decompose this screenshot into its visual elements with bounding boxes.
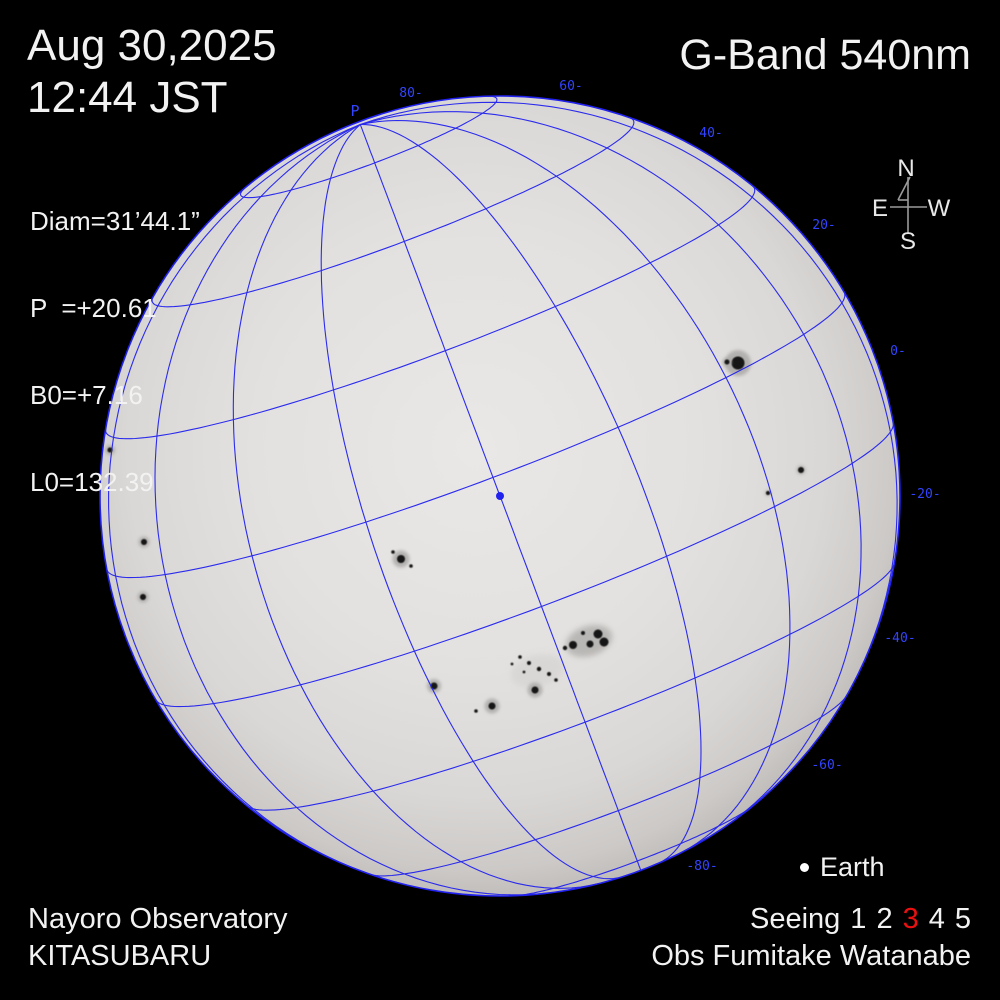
observatory-credit: Nayoro Observatory KITASUBARU bbox=[28, 901, 288, 975]
seeing-value-2: 2 bbox=[876, 903, 893, 935]
sunspot-umbra bbox=[569, 641, 577, 649]
meridian-line bbox=[154, 124, 548, 896]
sunspot-penumbra-patch bbox=[510, 654, 564, 688]
sunspot-umbra bbox=[536, 666, 542, 672]
sunspot-umbra bbox=[731, 356, 745, 370]
compass-east-label: E bbox=[872, 195, 888, 222]
meridian-line bbox=[108, 123, 399, 884]
earth-scale-label: Earth bbox=[820, 851, 885, 882]
sunspot-umbra bbox=[766, 491, 770, 495]
telescope-name: KITASUBARU bbox=[28, 940, 212, 972]
seeing-label: Seeing bbox=[749, 903, 841, 935]
sunspot-umbra bbox=[527, 661, 531, 665]
ephemeris-block: Diam=31’44.1” P =+20.61 B0=+7.16 L0=132.… bbox=[30, 149, 200, 555]
sunspot-layer bbox=[105, 350, 806, 714]
seeing-value-5: 5 bbox=[954, 903, 971, 935]
lat-tick-label-40: 40- bbox=[699, 126, 722, 141]
ephemeris-diameter: Diam=31’44.1” bbox=[30, 206, 200, 236]
sunspot-umbra bbox=[397, 555, 405, 563]
solar-limb-circle bbox=[99, 95, 901, 897]
lat-tick-label--60: -60- bbox=[811, 758, 842, 773]
observation-date: Aug 30,2025 bbox=[27, 21, 277, 70]
ephemeris-b0: B0=+7.16 bbox=[30, 380, 143, 410]
seeing-value-4: 4 bbox=[928, 903, 945, 935]
sunspot-umbra bbox=[599, 637, 609, 647]
meridian-line bbox=[360, 119, 791, 853]
compass-polar-axis bbox=[897, 176, 911, 201]
ephemeris-p-angle: P =+20.61 bbox=[30, 293, 157, 323]
earth-scale-dot bbox=[800, 862, 809, 872]
compass-rose: N E W S bbox=[872, 155, 951, 255]
sunspot-umbra bbox=[409, 564, 413, 568]
lat-tick-label--80: -80- bbox=[686, 859, 717, 874]
lat-tick-label-0: 0- bbox=[890, 344, 906, 359]
sunspot-umbra bbox=[593, 629, 603, 639]
compass-north-label: N bbox=[897, 155, 914, 182]
lat-tick-label--20: -20- bbox=[909, 487, 940, 502]
sunspot-umbra bbox=[547, 672, 551, 676]
observation-time: 12:44 JST bbox=[27, 73, 228, 122]
disk-center-marker bbox=[496, 492, 504, 500]
sunspot-umbra bbox=[510, 662, 514, 666]
latitude-tick-labels: 80- 60- 40- 20- 0- -20- -40- -60- -80- P bbox=[350, 79, 940, 874]
sunspot-umbra bbox=[586, 640, 594, 648]
sunspot-umbra bbox=[141, 539, 147, 545]
sunspot-umbra bbox=[488, 702, 496, 710]
meridian-line bbox=[360, 101, 898, 721]
meridian-line bbox=[320, 124, 623, 880]
sunspot-umbra bbox=[798, 467, 804, 473]
lat-tick-label-60: 60- bbox=[559, 79, 582, 94]
sunspot-umbra bbox=[581, 631, 585, 635]
compass-west-label: W bbox=[928, 195, 951, 222]
meridian-line bbox=[360, 111, 862, 827]
earth-scale-marker: Earth bbox=[800, 852, 885, 882]
meridian-line bbox=[359, 124, 642, 871]
observation-credit: Seeing 1 2 3 4 5 Obs Fumitake Watanabe bbox=[651, 901, 971, 975]
observatory-name: Nayoro Observatory bbox=[28, 903, 288, 935]
sunspot-umbra bbox=[140, 594, 146, 600]
sunspot-umbra bbox=[554, 678, 558, 682]
band-title: G-Band 540nm bbox=[679, 31, 971, 79]
seeing-scale: Seeing 1 2 3 4 5 bbox=[651, 901, 971, 938]
north-pole-label: P bbox=[350, 102, 359, 120]
observer-name: Obs Fumitake Watanabe bbox=[651, 940, 971, 972]
sunspot-umbra bbox=[724, 359, 730, 365]
ephemeris-l0: L0=132.39 bbox=[30, 467, 154, 497]
sunspot-umbra bbox=[531, 686, 539, 694]
heliographic-grid bbox=[105, 95, 898, 897]
lat-tick-label--40: -40- bbox=[884, 631, 915, 646]
sunspot-umbra bbox=[522, 670, 526, 674]
observation-datetime: Aug 30,2025 12:44 JST bbox=[27, 20, 277, 124]
compass-south-label: S bbox=[900, 228, 916, 255]
meridian-line bbox=[232, 124, 599, 889]
sunspot-umbra bbox=[474, 709, 478, 713]
sunspot-umbra bbox=[518, 655, 522, 659]
sunspot-umbra bbox=[562, 645, 568, 651]
seeing-value-1: 1 bbox=[850, 903, 867, 935]
meridian-line bbox=[360, 123, 702, 864]
sunspot-umbra bbox=[391, 550, 395, 554]
lat-tick-label-80: 80- bbox=[399, 86, 422, 101]
lat-tick-label-20: 20- bbox=[812, 218, 835, 233]
seeing-value-3: 3 bbox=[902, 903, 919, 935]
